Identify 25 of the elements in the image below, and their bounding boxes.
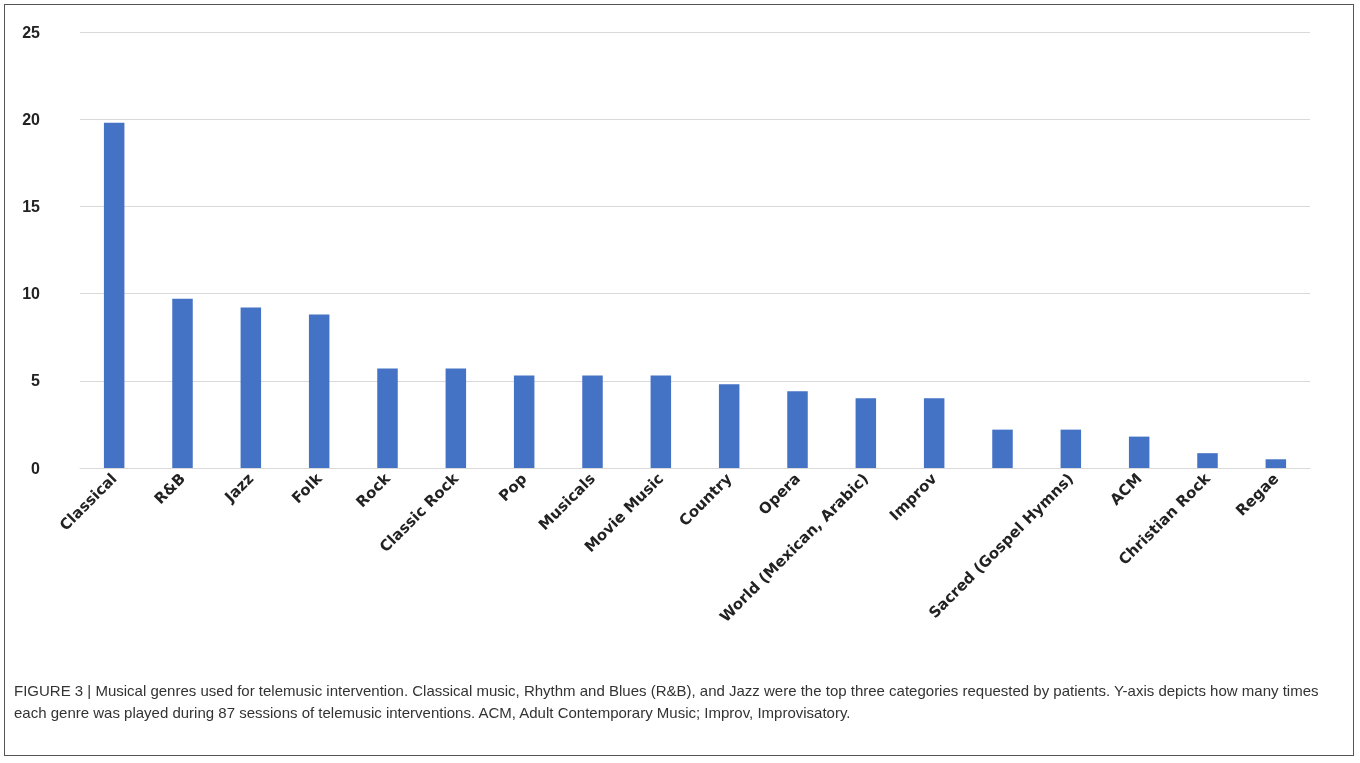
bar	[1265, 459, 1287, 468]
bar	[992, 429, 1013, 468]
y-tick-label: 25	[22, 23, 41, 41]
caption: FIGURE 3 | Musical genres used for telemusic intervention. Classical music, Rhythm and Blues (R&B), and Jazz were the top three categories requested by patients. Y-axis depicts how many times each genre was played during 87 sessions of telemusic interventions. ACM, Adult Contemporary Music; Improv, Improvisatory.	[14, 681, 1320, 723]
bar	[1128, 436, 1150, 468]
y-tick-label: 15	[22, 197, 41, 215]
bar	[855, 398, 877, 468]
bar	[923, 398, 945, 468]
bar	[787, 391, 808, 468]
bar	[513, 375, 535, 468]
bar	[445, 368, 467, 468]
bar	[1060, 429, 1082, 468]
bar	[240, 307, 262, 468]
y-tick-label: 10	[22, 285, 41, 303]
y-tick-label: 20	[22, 110, 41, 128]
y-tick-label: 5	[31, 372, 41, 390]
bar	[377, 368, 398, 468]
bar	[582, 375, 603, 468]
bar	[172, 298, 193, 468]
bar	[103, 122, 125, 468]
bar	[718, 384, 740, 468]
bar	[1197, 453, 1218, 468]
bar	[650, 375, 672, 468]
bar	[308, 314, 330, 468]
y-tick-label: 0	[31, 459, 41, 477]
